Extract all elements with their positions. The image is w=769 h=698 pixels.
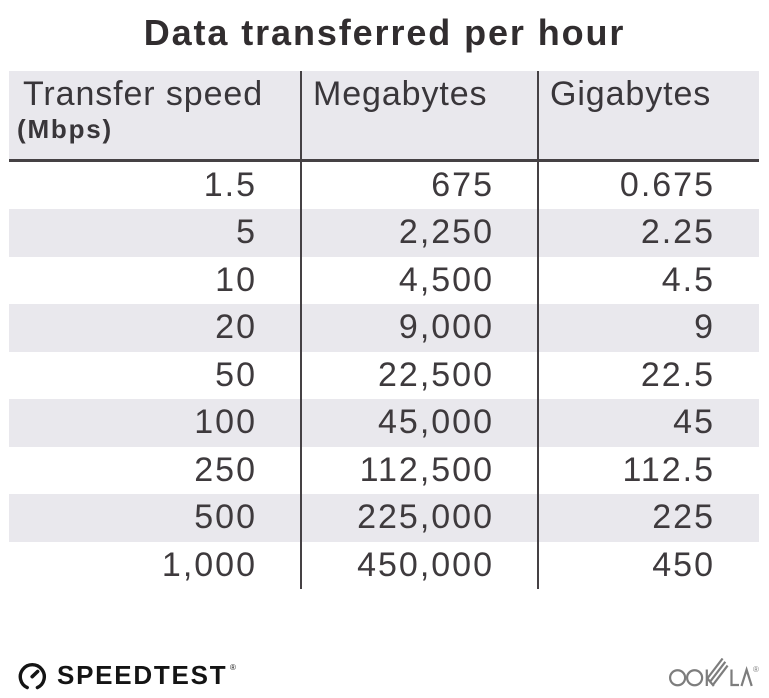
cell-speed: 100 [194,403,257,441]
cell-gigabytes: 9 [694,308,715,346]
cell-gigabytes: 0.675 [619,165,715,204]
data-table: Transfer speed (Mbps) Megabytes Gigabyte… [9,71,759,589]
cell-gigabytes: 4.5 [661,260,715,299]
ookla-wordmark-icon [669,657,753,687]
cell-speed: 10 [215,260,257,299]
table-row: 20 9,000 9 [9,304,759,352]
speedtest-wordmark: SPEEDTEST [57,660,228,690]
column-header-label: Transfer speed [23,75,264,113]
cell-megabytes: 4,500 [398,260,494,299]
cell-gigabytes: 225 [652,498,715,536]
table-row: 500 225,000 225 [9,494,759,542]
cell-megabytes: 225,000 [357,498,494,536]
table-row: 5 2,250 2.25 [9,209,759,257]
table-row: 50 22,500 22.5 [9,352,759,400]
column-header-label: Megabytes [313,75,488,113]
column-header-label: Gigabytes [550,75,712,113]
speedtest-gauge-icon [18,663,46,690]
cell-gigabytes: 2.25 [640,213,715,251]
column-header-transfer-speed: Transfer speed (Mbps) [9,71,301,159]
column-divider [300,71,302,589]
table-row: 1,000 450,000 450 [9,542,759,590]
cell-gigabytes: 112.5 [622,450,715,489]
page-title: Data transferred per hour [143,12,626,53]
cell-speed: 5 [236,213,257,251]
cell-speed: 1,000 [161,545,257,584]
table-header-row: Transfer speed (Mbps) Megabytes Gigabyte… [9,71,759,162]
cell-gigabytes: 22.5 [640,355,715,394]
cell-megabytes: 9,000 [398,308,494,346]
cell-speed: 50 [215,355,257,394]
table-row: 1.5 675 0.675 [9,162,759,210]
cell-gigabytes: 450 [652,545,715,584]
column-header-gigabytes: Gigabytes [538,71,759,159]
table-row: 250 112,500 112.5 [9,447,759,495]
cell-megabytes: 45,000 [378,403,494,441]
table-body: 1.5 675 0.675 5 2,250 2.25 10 4,500 4.5 … [9,162,759,590]
cell-megabytes: 112,500 [359,450,494,489]
cell-megabytes: 450,000 [357,545,494,584]
cell-speed: 1.5 [203,165,257,204]
cell-gigabytes: 45 [673,403,715,441]
column-header-megabytes: Megabytes [301,71,538,159]
column-header-unit: (Mbps) [17,114,113,144]
cell-megabytes: 22,500 [378,355,494,394]
column-divider [537,71,539,589]
ookla-logo: ® [666,657,761,690]
cell-speed: 250 [194,450,257,489]
cell-megabytes: 2,250 [398,213,494,251]
cell-speed: 500 [194,498,257,536]
table-row: 100 45,000 45 [9,399,759,447]
cell-megabytes: 675 [431,165,494,204]
cell-speed: 20 [215,308,257,346]
ookla-trademark: ® [753,665,759,674]
speedtest-trademark: ® [230,663,236,672]
table-row: 10 4,500 4.5 [9,257,759,305]
